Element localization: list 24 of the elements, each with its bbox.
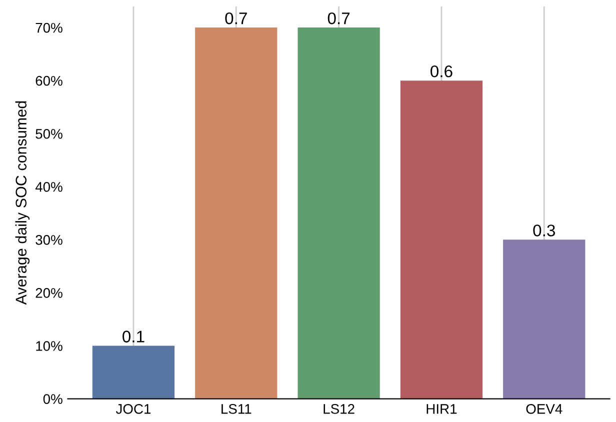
x-tick-label: LS12 — [324, 404, 354, 414]
x-tick-label: JOC1 — [116, 404, 151, 414]
y-tick-label: 60% — [36, 76, 62, 86]
y-axis-title: Average daily SOC consumed — [15, 101, 30, 305]
data-label: 0.1 — [122, 330, 144, 342]
y-tick-label: 20% — [36, 288, 62, 298]
y-tick-label: 10% — [36, 341, 62, 351]
data-label: 0.7 — [328, 12, 350, 24]
y-tick-label: 70% — [36, 22, 62, 33]
y-tick-label: 0% — [43, 394, 62, 404]
y-tick-label: 50% — [36, 128, 62, 139]
bar — [92, 346, 175, 399]
bar — [195, 28, 278, 399]
data-label: 0.7 — [225, 12, 247, 24]
data-label: 0.3 — [533, 224, 555, 236]
x-tick-label: OEV4 — [526, 404, 562, 414]
y-tick-label: 40% — [35, 182, 62, 192]
y-tick-label: 30% — [36, 235, 62, 245]
bar — [298, 28, 380, 399]
x-tick-label: LS11 — [222, 404, 252, 414]
bar — [503, 240, 586, 399]
bar — [400, 80, 483, 399]
data-label: 0.6 — [430, 65, 452, 78]
x-tick-label: HIR1 — [426, 404, 457, 414]
